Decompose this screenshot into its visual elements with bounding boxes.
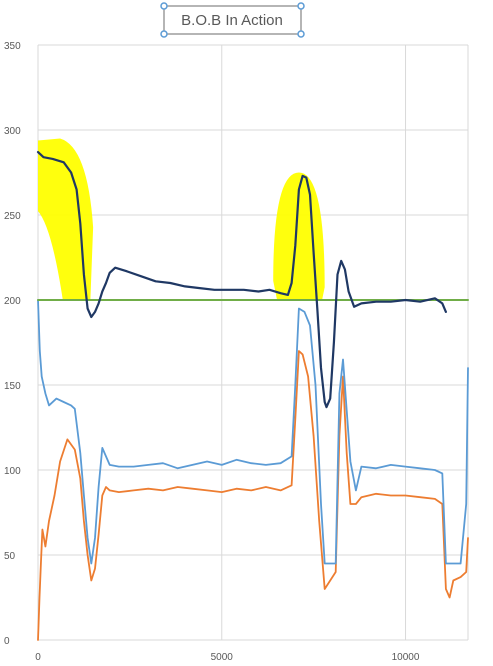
series-line-orange-signal bbox=[37, 350, 469, 641]
x-tick-label: 10000 bbox=[392, 652, 420, 663]
series-line-pit-temperature bbox=[36, 151, 447, 409]
title-handle-bottom-left[interactable] bbox=[160, 30, 168, 38]
chart-title: B.O.B In Action bbox=[181, 12, 283, 29]
y-axis-ticks: 0 50 100 150 200 250 300 350 bbox=[4, 41, 21, 647]
series-line-blue-signal bbox=[37, 299, 469, 565]
title-handle-bottom-right[interactable] bbox=[297, 30, 305, 38]
y-tick-label: 250 bbox=[4, 211, 21, 222]
chart-title-box[interactable]: B.O.B In Action bbox=[160, 2, 305, 38]
y-tick-label: 50 bbox=[4, 551, 16, 562]
y-tick-label: 300 bbox=[4, 126, 21, 137]
highlight-mark bbox=[273, 172, 325, 300]
y-tick-label: 200 bbox=[4, 296, 21, 307]
y-tick-label: 350 bbox=[4, 41, 21, 52]
y-tick-label: 0 bbox=[4, 636, 10, 647]
highlight-regions bbox=[38, 138, 325, 300]
y-tick-label: 100 bbox=[4, 466, 21, 477]
highlight-mark bbox=[38, 138, 94, 300]
title-handle-top-left[interactable] bbox=[160, 2, 168, 10]
title-selection-frame bbox=[163, 5, 302, 35]
title-handle-top-right[interactable] bbox=[297, 2, 305, 10]
x-axis-ticks: 0 5000 10000 bbox=[35, 652, 420, 663]
x-tick-label: 0 bbox=[35, 652, 41, 663]
series-lines bbox=[36, 151, 469, 641]
y-tick-label: 150 bbox=[4, 381, 21, 392]
x-tick-label: 5000 bbox=[211, 652, 234, 663]
